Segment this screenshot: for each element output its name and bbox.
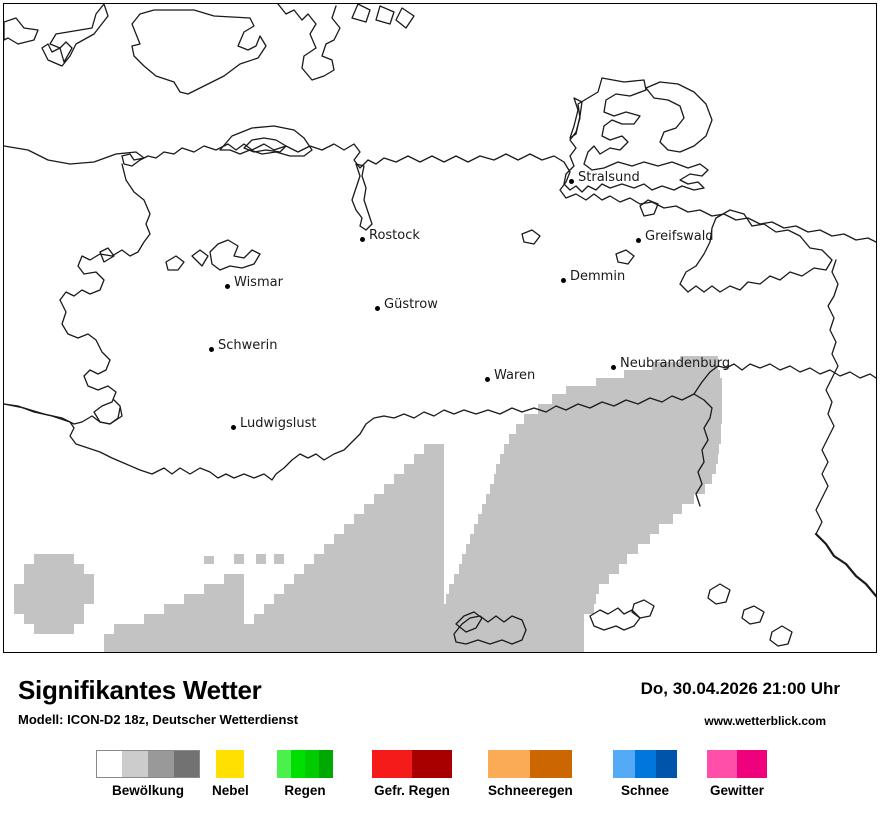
legend-item-schneeregen[interactable]: Schneeregen <box>488 750 573 798</box>
map-frame[interactable]: Stralsund Rostock Greifswald Demmin Wism… <box>3 3 877 653</box>
city-label: Greifswald <box>645 229 714 244</box>
legend-swatch-gefr-regen <box>372 750 452 778</box>
city-dot-icon <box>209 347 214 352</box>
city-dot-icon <box>225 284 230 289</box>
legend-swatch-schneeregen <box>488 750 573 778</box>
legend-item-gefr-regen[interactable]: Gefr. Regen <box>372 750 452 798</box>
legend-label: Bewölkung <box>111 783 184 798</box>
legend-swatch-bewoelkung <box>96 750 200 778</box>
city-dot-icon <box>611 365 616 370</box>
legend-label: Gewitter <box>709 783 764 798</box>
valid-time-label: Do, 30.04.2026 21:00 Uhr <box>640 679 840 698</box>
legend-label: Gefr. Regen <box>374 783 450 798</box>
city-label: Güstrow <box>384 297 438 312</box>
city-label: Ludwigslust <box>240 416 317 431</box>
city-label: Stralsund <box>578 170 640 185</box>
model-subtitle: Modell: ICON-D2 18z, Deutscher Wetterdie… <box>18 712 299 727</box>
legend-label: Schnee <box>620 783 670 798</box>
city-dot-icon <box>375 306 380 311</box>
legend-label: Schneeregen <box>488 783 573 798</box>
coastline-and-border-layer <box>4 4 876 647</box>
legend-label: Regen <box>284 783 326 798</box>
legend-swatch-nebel <box>216 750 245 778</box>
site-url-label: www.wetterblick.com <box>704 714 826 728</box>
city-label: Neubrandenburg <box>620 356 731 371</box>
city-label: Wismar <box>234 275 283 290</box>
city-label: Schwerin <box>218 338 278 353</box>
city-dot-icon <box>485 377 490 382</box>
legend-item-schnee[interactable]: Schnee <box>613 750 677 798</box>
legend-swatch-gewitter <box>707 750 767 778</box>
legend-swatch-regen <box>277 750 333 778</box>
city-dot-icon <box>561 278 566 283</box>
legend-label: Nebel <box>212 783 249 798</box>
legend-swatch-schnee <box>613 750 677 778</box>
legend-item-bewoelkung[interactable]: Bewölkung <box>96 750 200 798</box>
legend: Bewölkung Nebel Regen <box>0 750 880 820</box>
title-row: Signifikantes Wetter Modell: ICON-D2 18z… <box>0 665 880 728</box>
city-markers-layer: Stralsund Rostock Greifswald Demmin Wism… <box>4 4 876 652</box>
legend-item-nebel[interactable]: Nebel <box>212 750 249 798</box>
page-title: Signifikantes Wetter <box>18 675 262 705</box>
cloud-cover-layer <box>14 356 722 652</box>
footer-panel: Signifikantes Wetter Modell: ICON-D2 18z… <box>0 655 880 830</box>
city-dot-icon <box>569 179 574 184</box>
city-dot-icon <box>231 425 236 430</box>
city-label: Demmin <box>570 269 626 284</box>
city-label: Rostock <box>369 228 420 243</box>
legend-item-gewitter[interactable]: Gewitter <box>707 750 767 798</box>
map-canvas[interactable]: Stralsund Rostock Greifswald Demmin Wism… <box>4 4 876 652</box>
city-dot-icon <box>360 237 365 242</box>
city-dot-icon <box>636 238 641 243</box>
city-label: Waren <box>494 368 536 383</box>
legend-item-regen[interactable]: Regen <box>277 750 333 798</box>
